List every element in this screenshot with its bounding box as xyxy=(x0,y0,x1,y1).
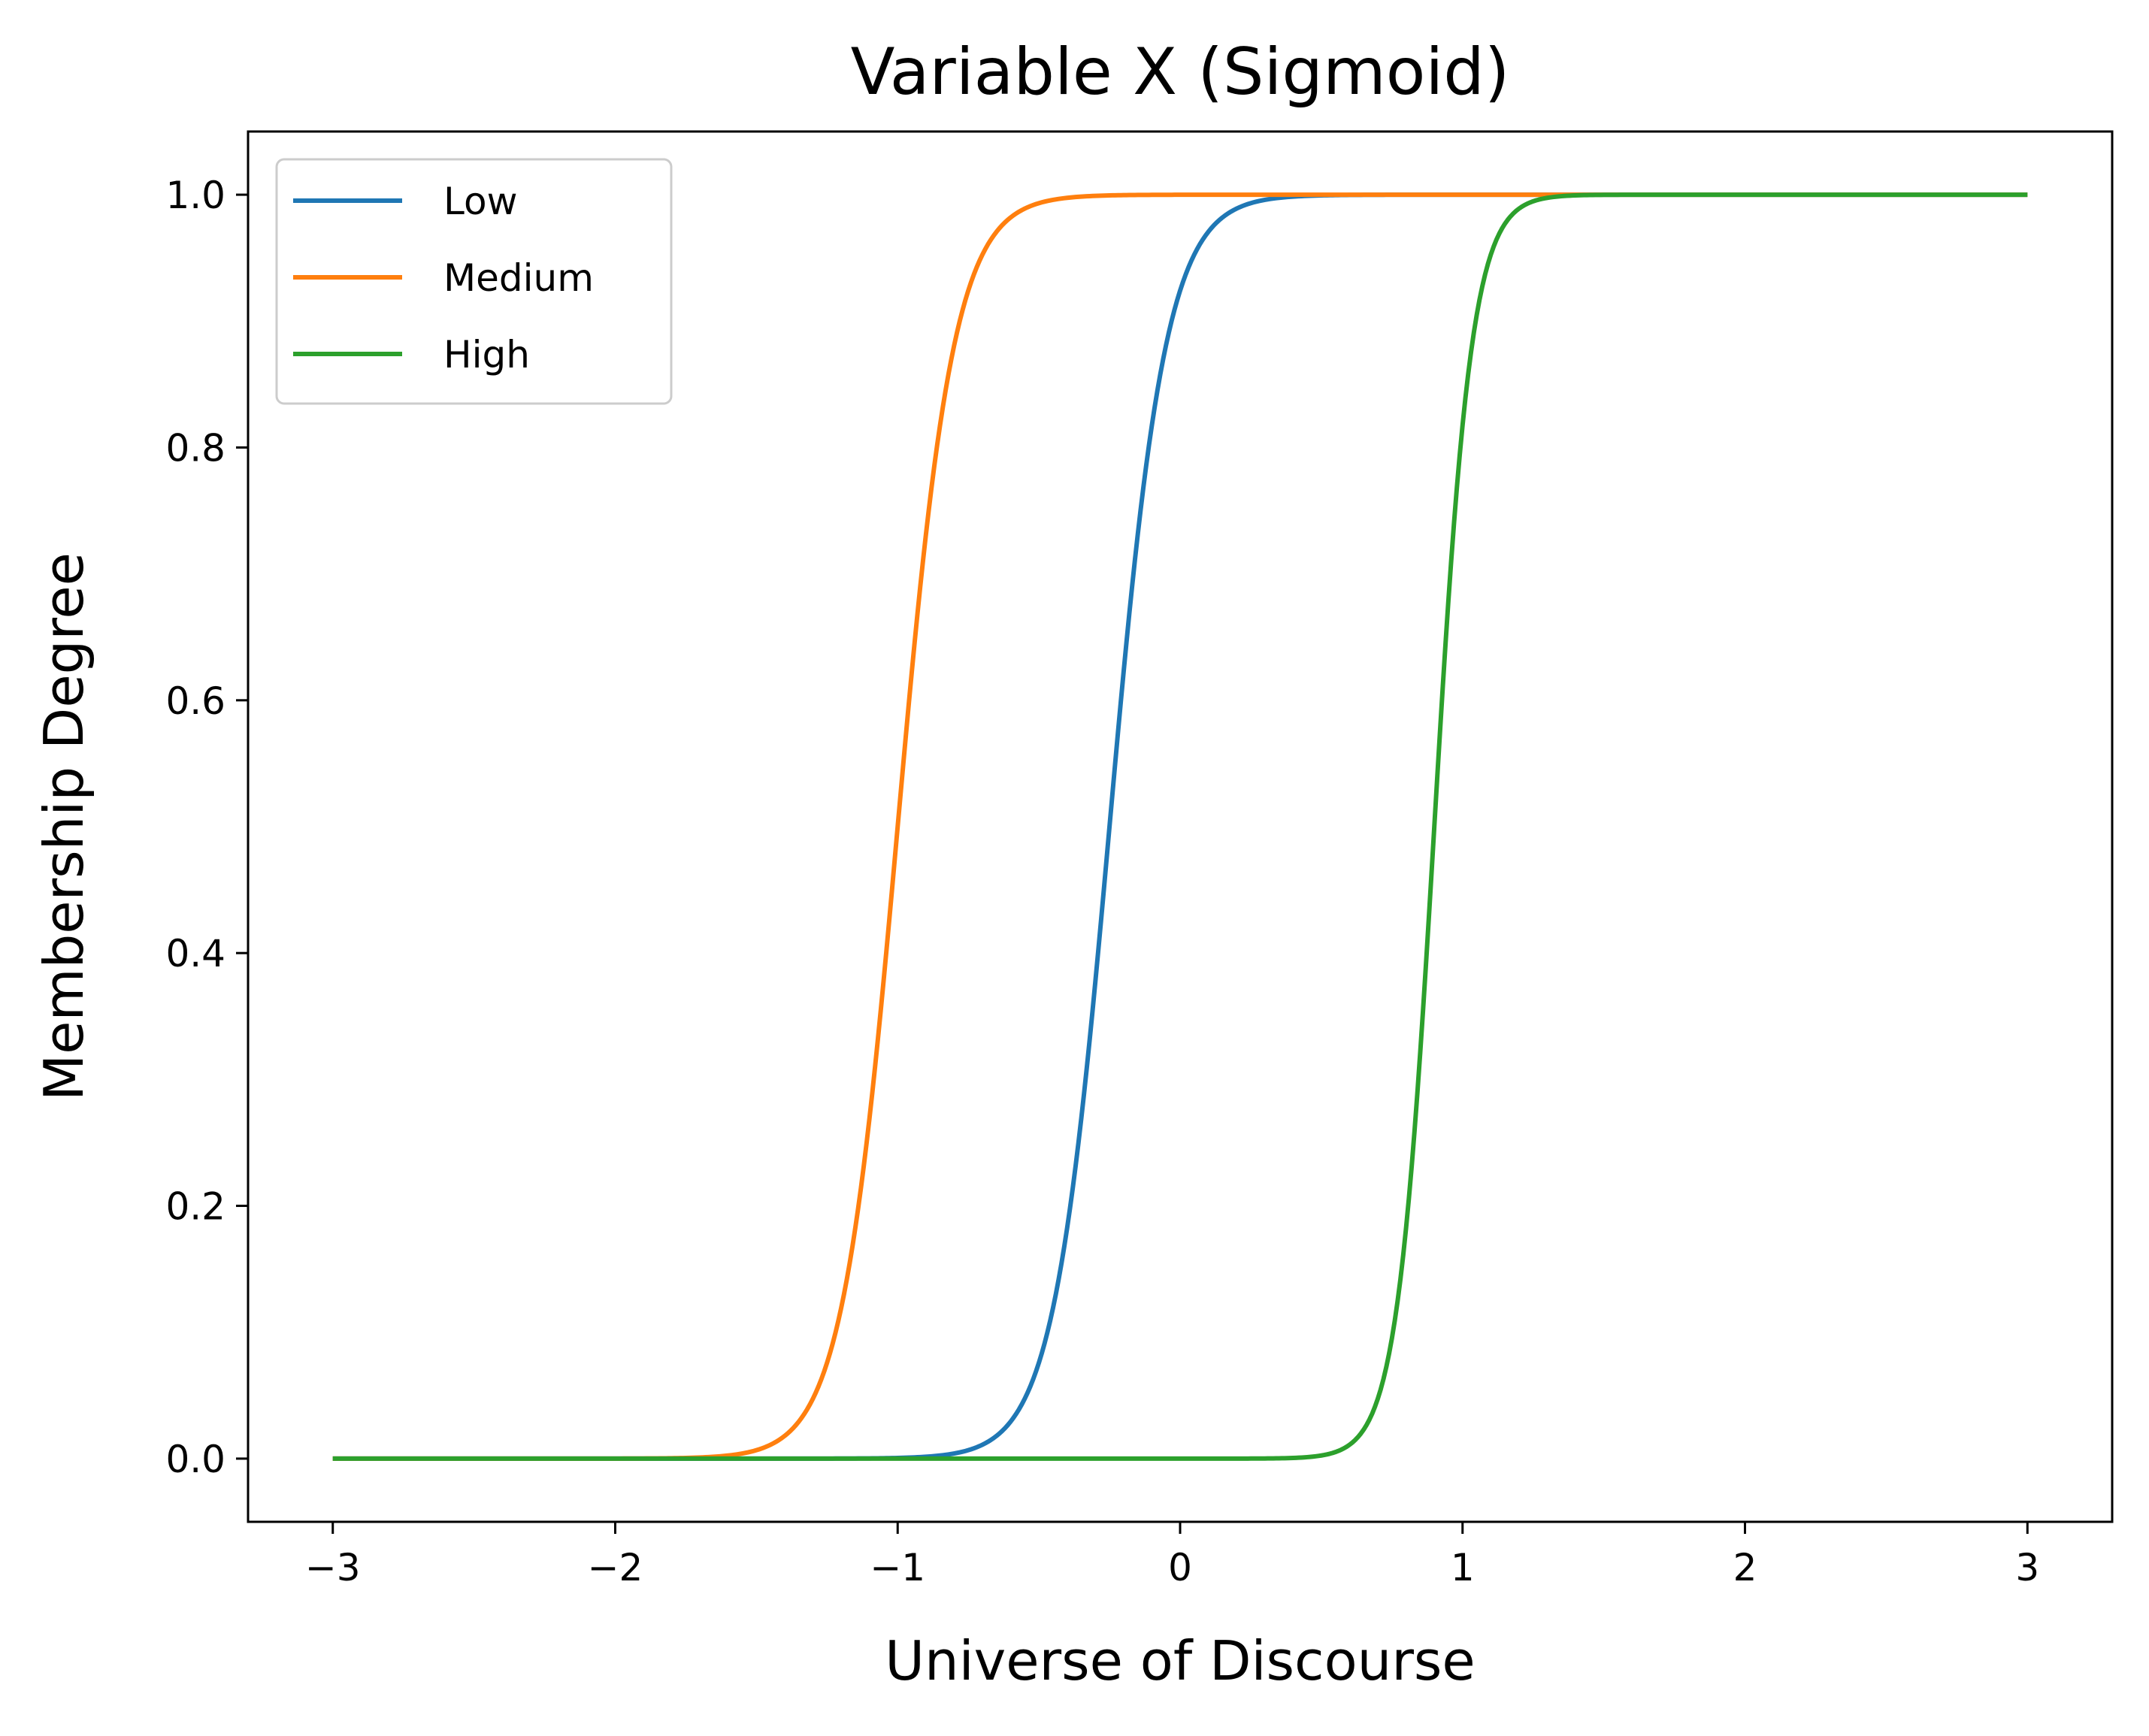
x-tick-label: −2 xyxy=(588,1546,643,1589)
legend-box xyxy=(275,158,673,405)
chart-title: Variable X (Sigmoid) xyxy=(851,35,1510,110)
y-tick-label: 1.0 xyxy=(165,174,225,217)
x-tick-label: 2 xyxy=(1733,1546,1757,1589)
y-axis: 0.0 0.2 0.4 0.6 0.8 1.0 xyxy=(165,174,248,1481)
x-tick-label: 0 xyxy=(1168,1546,1192,1589)
legend-label-medium: Medium xyxy=(443,256,594,300)
y-tick-label: 0.6 xyxy=(165,679,225,723)
series-layer xyxy=(332,192,2028,1461)
x-axis-label: Universe of Discourse xyxy=(885,1629,1475,1692)
legend-label-high: High xyxy=(443,333,530,377)
x-tick-label: −3 xyxy=(305,1546,361,1589)
y-tick-label: 0.2 xyxy=(165,1185,225,1229)
x-tick-label: 3 xyxy=(2015,1546,2039,1589)
y-tick-label: 0.8 xyxy=(165,426,225,470)
legend-label-low: Low xyxy=(443,180,517,223)
series-line-high xyxy=(332,192,2028,1461)
y-tick-label: 0.4 xyxy=(165,932,225,975)
legend: Low Medium High xyxy=(275,158,673,405)
x-axis: −3 −2 −1 0 1 2 3 xyxy=(305,1522,2039,1589)
x-tick-label: −1 xyxy=(870,1546,925,1589)
y-tick-label: 0.0 xyxy=(165,1438,225,1481)
y-axis-label: Membership Degree xyxy=(32,552,95,1101)
x-tick-label: 1 xyxy=(1451,1546,1475,1589)
